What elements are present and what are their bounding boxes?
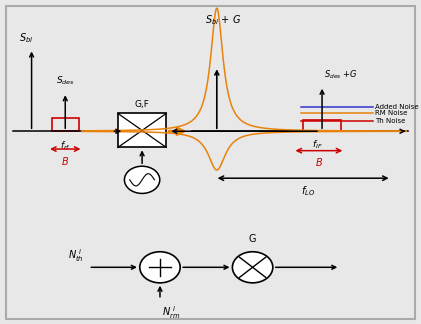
Text: $N_{rm}^{\ i}$: $N_{rm}^{\ i}$ xyxy=(162,305,180,321)
Text: Th Noise: Th Noise xyxy=(375,118,405,123)
Text: $f_{IF}$: $f_{IF}$ xyxy=(312,138,323,151)
Circle shape xyxy=(140,252,180,283)
Circle shape xyxy=(125,166,160,193)
Text: $S_{des}$ +G: $S_{des}$ +G xyxy=(324,68,358,81)
Text: $S_{bl}$ + G: $S_{bl}$ + G xyxy=(205,13,241,27)
Text: $S_{bl}$: $S_{bl}$ xyxy=(19,31,33,45)
Text: RM Noise: RM Noise xyxy=(375,110,407,116)
Text: $f_{rf}$: $f_{rf}$ xyxy=(60,139,71,152)
Bar xyxy=(303,120,341,131)
Text: $B$: $B$ xyxy=(61,155,69,167)
Bar xyxy=(118,113,166,147)
Bar xyxy=(51,118,79,131)
Text: $f_{LO}$: $f_{LO}$ xyxy=(301,184,315,198)
Text: $B$: $B$ xyxy=(314,156,323,168)
Text: Added Noise: Added Noise xyxy=(375,104,418,110)
Text: G,F: G,F xyxy=(135,99,149,109)
Text: G: G xyxy=(249,234,256,244)
Circle shape xyxy=(232,252,273,283)
Text: $S_{des}$: $S_{des}$ xyxy=(56,75,75,87)
Text: $N_{th}^{\ i}$: $N_{th}^{\ i}$ xyxy=(68,247,84,264)
